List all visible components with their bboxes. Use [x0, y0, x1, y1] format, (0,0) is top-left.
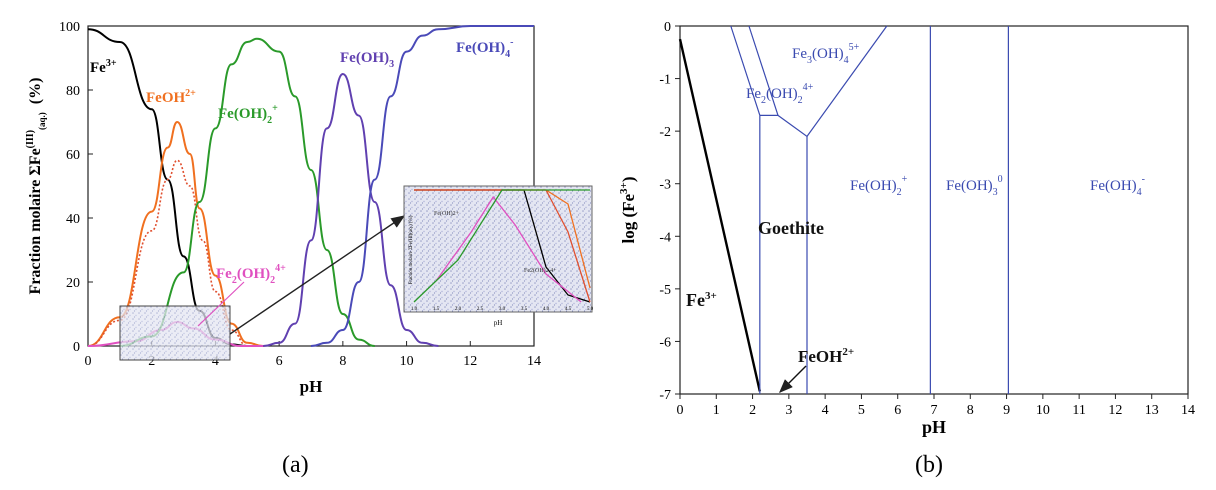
chart-b-xtick-label: 12: [1108, 403, 1122, 418]
chart-a-xtick-label: 10: [400, 354, 414, 369]
chart-a-xtick-label: 0: [85, 354, 92, 369]
label-feoh3: Fe(OH)3: [340, 50, 394, 70]
chart-b-ytick-label: -2: [659, 125, 671, 140]
label-fe2oh2: Fe2(OH)24+: [216, 263, 286, 286]
inset-xtick-label: 4.0: [543, 307, 550, 312]
series-line-4: [119, 37, 375, 347]
region-goethite: Goethite: [758, 218, 824, 238]
chart-b-ylabel: log (Fe3+): [618, 176, 638, 243]
inset-xtick-label: 1.5: [433, 307, 440, 312]
svg-text:Fraction molaire ΣFe(III)(aq.): Fraction molaire ΣFe(III)(aq.) (%): [25, 78, 47, 295]
chart-a-ylabel-sub: (aq.): [37, 112, 47, 130]
boundary-fe2oh2-lower: [759, 114, 808, 394]
chart-a-ytick-label: 60: [66, 148, 80, 163]
chart-a-ytick-label: 80: [66, 84, 80, 99]
chart-b: 0 1 2 3 4 5 6 7 8 9 10 11 12 13 140-1-2-3-4-5-6-7 pH l…: [618, 20, 1195, 437]
chart-a-xtick-label: 12: [463, 354, 477, 369]
chart-b-ytick-label: 0: [664, 20, 671, 35]
chart-b-xlabel: pH: [922, 417, 946, 437]
series-line-1: [87, 120, 264, 347]
chart-a-xtick-label: 14: [527, 354, 541, 369]
inset-label-fe2oh2: Fe2(OH)2 4+: [524, 267, 557, 274]
inset-xtick-label: 3.0: [499, 307, 506, 312]
region-fe3: Fe3+: [686, 290, 717, 310]
region-feoh3: Fe(OH)30: [946, 174, 1003, 198]
chart-b-xtick-label: 9: [1003, 403, 1010, 418]
series-line-6: [310, 24, 534, 347]
chart-a-xlabel: pH: [300, 377, 323, 396]
boundary-left-wedge-b: [748, 25, 779, 116]
inset-xtick-label: 2.0: [455, 307, 462, 312]
chart-a-ylabel-sup: (III): [25, 130, 36, 148]
series-line-2: [87, 159, 248, 347]
chart-b-ytick-label: -7: [659, 388, 671, 403]
chart-b-ytick-label: -1: [659, 73, 671, 88]
label-feoh2: Fe(OH)2+: [218, 103, 278, 126]
chart-b-xtick-label: 10: [1036, 403, 1050, 418]
chart-b-xtick-label: 6: [894, 403, 901, 418]
inset-xtick-label: 2.5: [477, 307, 484, 312]
chart-b-xtick-label: 13: [1145, 403, 1159, 418]
chart-a-xtick-label: 8: [339, 354, 346, 369]
chart-a-ytick-label: 100: [59, 20, 80, 35]
chart-b-ytick-label: -5: [659, 283, 671, 298]
chart-a-xtick-label: 6: [276, 354, 283, 369]
region-feoh4: Fe(OH)4-: [1090, 174, 1145, 198]
chart-b-xtick-label: 14: [1181, 403, 1195, 418]
chart-a-ylabel-unit: (%): [27, 78, 44, 105]
inset-chart: 1.0 1.5 2.0 2.5 3.0 3.5 4.0 4.5 5.0 pH Fraction …: [403, 185, 594, 327]
inset-xtick-label: 3.5: [521, 307, 528, 312]
chart-a-ylabel: Fraction molaire ΣFe(III)(aq.) (%): [25, 78, 47, 295]
chart-a-ytick-label: 0: [73, 340, 80, 355]
inset-series-3: [435, 195, 582, 303]
chart-a: 0 2 4 6 8 10 12 14 0 20 40 60 80 100 1.0 1.5 2.0 2.5 3.0 3…: [25, 20, 594, 396]
chart-b-xtick-label: 7: [931, 403, 938, 418]
chart-a-ylabel-main: Fraction molaire ΣFe: [27, 148, 44, 294]
region-fe2oh2: Fe2(OH)24+: [746, 82, 814, 106]
chart-b-xtick-label: 2: [749, 403, 756, 418]
chart-b-ytick-label: -4: [659, 230, 671, 245]
chart-b-xtick-label: 3: [785, 403, 792, 418]
chart-b-xtick-label: 5: [858, 403, 865, 418]
panel-label-a: (a): [282, 452, 309, 478]
label-feoh: FeOH2+: [146, 88, 196, 106]
inset-xtick-label: 4.5: [565, 307, 572, 312]
boundary-goethite-fe3: [678, 38, 761, 392]
chart-b-xtick-label: 4: [822, 403, 829, 418]
chart-a-xtick-label: 2: [148, 354, 155, 369]
boundary-left-wedge-a: [730, 25, 761, 116]
inset-series-4: [413, 189, 590, 303]
series-line-5: [263, 72, 439, 347]
panel-label-b: (b): [915, 452, 943, 478]
inset-xlabel: pH: [494, 319, 503, 327]
label-feoh4: Fe(OH)4-: [456, 37, 514, 60]
chart-b-ytick-label: -6: [659, 335, 671, 350]
chart-b-xtick-label: 0: [677, 403, 684, 418]
label-fe3: Fe3+: [90, 58, 117, 76]
feoh-pointer: [779, 365, 807, 393]
inset-xtick-label: 5.0: [587, 307, 594, 312]
inset-xtick-label: 1.0: [411, 307, 418, 312]
region-feoh2: Fe(OH)2+: [850, 174, 908, 198]
chart-a-ytick-label: 40: [66, 212, 80, 227]
chart-b-ytick-label: -3: [659, 178, 671, 193]
boundary-fe3oh4-line: [806, 25, 888, 137]
region-fe3oh4: Fe3(OH)45+: [792, 42, 860, 66]
inset-frame: [403, 185, 593, 313]
inset-label-feoh2: Fe(OH)2+: [434, 210, 460, 217]
svg-text:log (Fe3+): log (Fe3+): [618, 176, 638, 243]
chart-b-xtick-label: 1: [713, 403, 720, 418]
chart-b-xtick-label: 11: [1072, 403, 1085, 418]
chart-a-xtick-label: 4: [212, 354, 219, 369]
zoom-region: [119, 305, 231, 361]
chart-a-ytick-label: 20: [66, 276, 80, 291]
fe2oh2-pointer: [197, 281, 245, 327]
inset-ylabel: Fraction molaire ΣFe(III)(aq.) (%): [409, 215, 414, 284]
chart-b-xtick-label: 8: [967, 403, 974, 418]
region-feoh: FeOH2+: [798, 346, 854, 366]
chart-b-frame: [679, 25, 1189, 395]
zoom-arrow: [229, 215, 406, 335]
